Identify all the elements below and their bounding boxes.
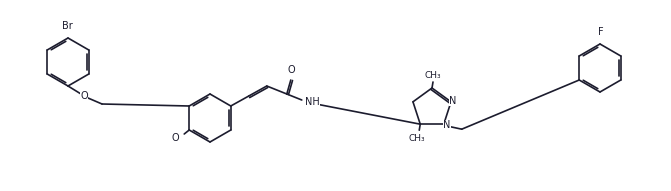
Text: CH₃: CH₃ xyxy=(409,134,425,143)
Text: F: F xyxy=(598,27,604,37)
Text: O: O xyxy=(81,91,88,101)
Text: CH₃: CH₃ xyxy=(425,71,442,80)
Text: N: N xyxy=(443,120,450,130)
Text: O: O xyxy=(172,133,179,143)
Text: Br: Br xyxy=(62,21,72,31)
Text: O: O xyxy=(288,65,296,75)
Text: NH: NH xyxy=(305,97,319,107)
Text: N: N xyxy=(450,96,457,106)
